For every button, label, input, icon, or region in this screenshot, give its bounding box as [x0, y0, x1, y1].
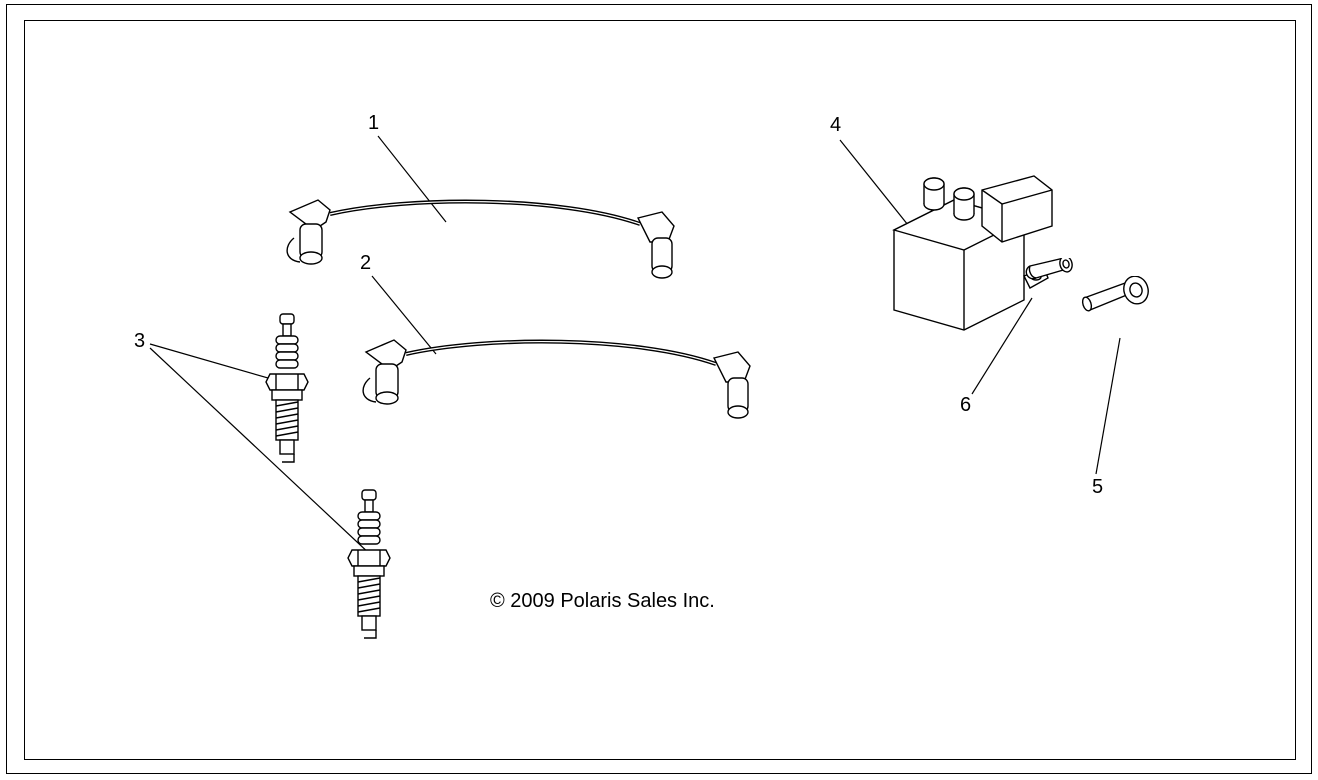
ignition-coil [874, 160, 1074, 340]
spark-plug-a [250, 310, 324, 472]
spark-plug-wire-1 [260, 190, 690, 300]
diagram-canvas: 1 2 3 4 5 6 © 2009 Polaris Sales Inc. [0, 0, 1318, 780]
spark-plug-wire-2 [336, 330, 766, 440]
callout-5: 5 [1092, 476, 1103, 499]
spark-plug-b [332, 486, 406, 648]
callout-3: 3 [134, 330, 145, 353]
mounting-bolt [1078, 276, 1158, 332]
copyright-text: © 2009 Polaris Sales Inc. [490, 590, 715, 613]
callout-6: 6 [960, 394, 971, 417]
spacer-cylinder [1020, 258, 1076, 298]
callout-1: 1 [368, 112, 379, 135]
callout-4: 4 [830, 114, 841, 137]
